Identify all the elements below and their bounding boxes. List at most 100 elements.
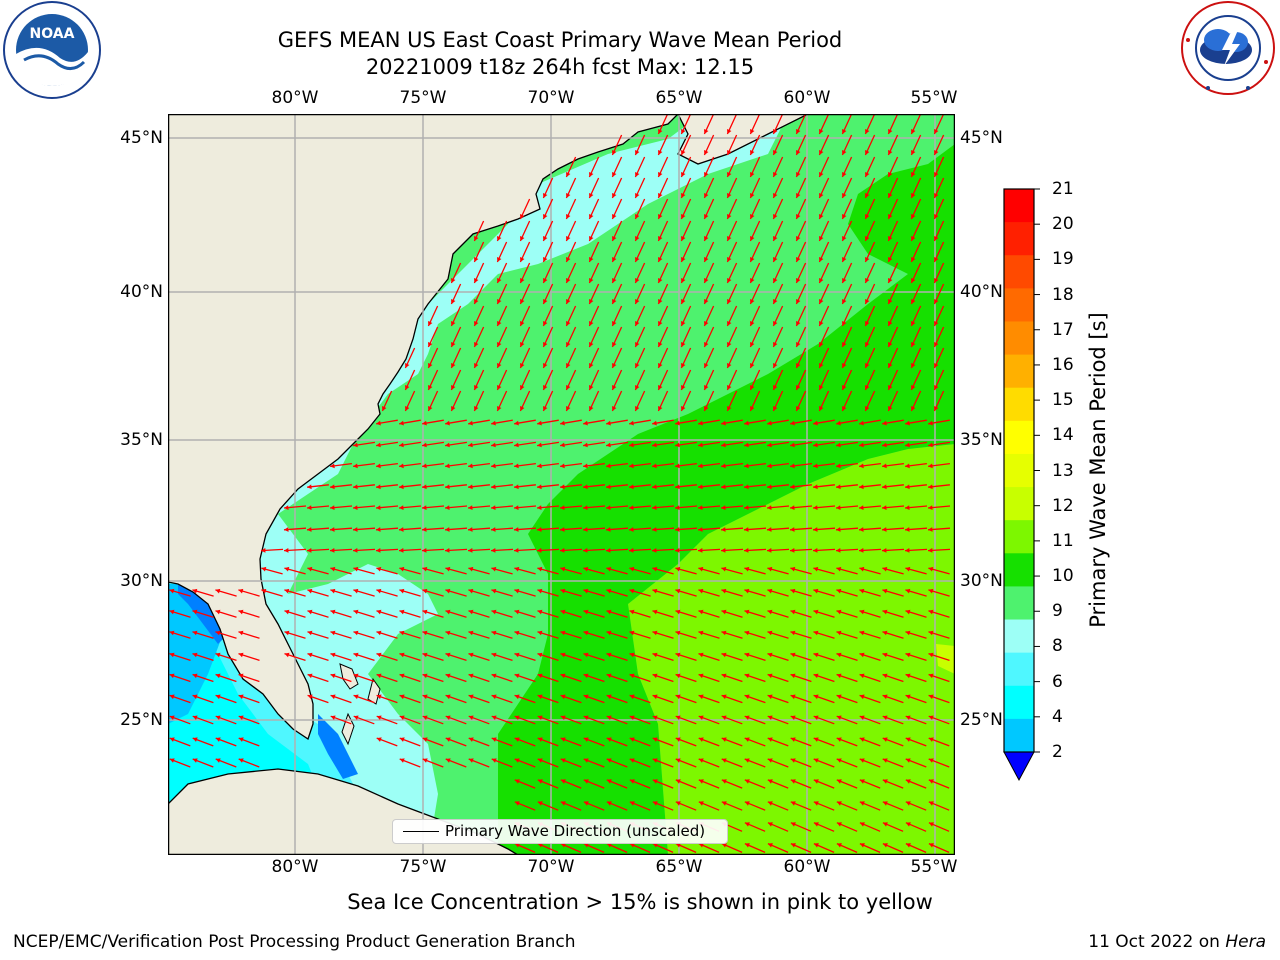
wave-direction-arrowhead bbox=[934, 257, 939, 262]
wave-direction-arrowhead bbox=[261, 588, 267, 594]
wave-direction-arrowhead bbox=[882, 420, 887, 426]
wave-direction-arrowhead bbox=[612, 150, 617, 155]
wave-direction-arrowhead bbox=[721, 463, 726, 469]
wave-direction-arrowhead bbox=[330, 673, 336, 679]
wave-direction-arrowhead bbox=[836, 588, 842, 594]
wave-direction-arrowhead bbox=[727, 172, 732, 177]
wave-direction-arrowhead bbox=[928, 548, 933, 553]
wave-direction-arrowhead bbox=[911, 363, 916, 368]
map-legend: Primary Wave Direction (unscaled) bbox=[392, 819, 728, 844]
wave-direction-arrowhead bbox=[451, 321, 456, 326]
colorbar-segment bbox=[1004, 487, 1034, 521]
wave-direction-arrowhead bbox=[727, 214, 732, 219]
legend-label: Primary Wave Direction (unscaled) bbox=[445, 822, 706, 840]
wave-direction-arrowhead bbox=[445, 673, 451, 679]
wave-direction-arrowhead bbox=[514, 737, 520, 742]
wave-direction-arrowhead bbox=[405, 363, 410, 368]
wave-direction-arrowhead bbox=[422, 505, 427, 510]
wave-direction-arrowhead bbox=[169, 609, 175, 615]
wave-direction-arrowhead bbox=[859, 420, 864, 426]
wave-direction-arrowhead bbox=[888, 172, 893, 177]
wave-direction-arrowhead bbox=[560, 609, 566, 615]
colorbar-segment bbox=[1004, 222, 1034, 256]
wave-direction-arrowhead bbox=[934, 406, 939, 411]
wave-direction-arrowhead bbox=[537, 420, 542, 426]
wave-direction-arrowhead bbox=[859, 779, 865, 784]
wave-direction-arrowhead bbox=[537, 548, 542, 553]
wave-direction-arrowhead bbox=[428, 342, 433, 347]
wave-direction-arrowhead bbox=[859, 442, 864, 448]
wave-direction-arrowhead bbox=[698, 737, 704, 742]
wave-direction-arrowhead bbox=[744, 779, 750, 784]
wave-direction-arrowhead bbox=[566, 321, 571, 326]
wave-direction-arrowhead bbox=[658, 172, 663, 177]
wave-direction-arrowhead bbox=[819, 236, 824, 241]
wave-direction-arrowhead bbox=[698, 484, 703, 490]
wave-direction-arrowhead bbox=[537, 630, 543, 636]
wave-direction-arrowhead bbox=[537, 527, 542, 532]
wave-direction-arrowhead bbox=[790, 673, 796, 679]
wave-direction-arrowhead bbox=[652, 463, 657, 469]
wave-direction-arrowhead bbox=[422, 715, 428, 720]
map-gridlines bbox=[168, 114, 955, 855]
wave-direction-arrowhead bbox=[215, 673, 221, 679]
wave-direction-arrowhead bbox=[583, 758, 589, 763]
wave-direction-arrowhead bbox=[750, 236, 755, 241]
wave-direction-arrowhead bbox=[865, 363, 870, 368]
wave-direction-arrowhead bbox=[698, 505, 703, 510]
wave-direction-arrowhead bbox=[750, 150, 755, 155]
wave-direction-arrowhead bbox=[750, 363, 755, 368]
wave-direction-arrowhead bbox=[307, 527, 312, 532]
wave-direction-arrowhead bbox=[566, 214, 571, 219]
colorbar-segment bbox=[1004, 387, 1034, 422]
wave-direction-arrowhead bbox=[721, 630, 727, 636]
wave-direction-arrowhead bbox=[589, 236, 594, 241]
wave-direction-arrowhead bbox=[629, 588, 635, 594]
wave-direction-arrowhead bbox=[537, 779, 543, 784]
wave-direction-arrowhead bbox=[773, 363, 778, 368]
wave-direction-arrowhead bbox=[629, 630, 635, 636]
wave-direction-arrowhead bbox=[589, 278, 594, 283]
wave-direction-arrowhead bbox=[928, 566, 934, 572]
wave-direction-arrowhead bbox=[560, 548, 565, 553]
wave-direction-arrowhead bbox=[888, 385, 893, 390]
wave-direction-arrowhead bbox=[928, 630, 934, 636]
wave-direction-arrowhead bbox=[905, 652, 911, 658]
wave-direction-arrowhead bbox=[376, 630, 382, 636]
wave-direction-arrowhead bbox=[905, 779, 911, 784]
wave-direction-arrowhead bbox=[284, 527, 289, 532]
wave-direction-arrowhead bbox=[859, 822, 865, 827]
wave-direction-arrowhead bbox=[675, 505, 680, 510]
wave-direction-arrowhead bbox=[836, 484, 841, 490]
wave-direction-arrowhead bbox=[491, 505, 496, 510]
wave-direction-arrowhead bbox=[911, 342, 916, 347]
wave-direction-arrowhead bbox=[698, 758, 704, 763]
wave-direction-arrowhead bbox=[836, 758, 842, 763]
colorbar-tick-label: 11 bbox=[1052, 530, 1074, 551]
lat-tick-left: 40°N bbox=[120, 282, 163, 302]
wave-direction-arrowhead bbox=[905, 484, 910, 490]
wave-direction-arrowhead bbox=[721, 548, 726, 553]
wave-direction-arrowhead bbox=[859, 758, 865, 763]
wave-direction-arrowhead bbox=[422, 609, 428, 615]
wave-direction-arrowhead bbox=[773, 193, 778, 198]
wave-direction-arrowhead bbox=[750, 278, 755, 283]
lon-tick-top: 80°W bbox=[271, 88, 319, 108]
wave-direction-arrowhead bbox=[238, 673, 244, 679]
wave-direction-arrowhead bbox=[635, 299, 640, 304]
wave-direction-arrowhead bbox=[629, 609, 635, 615]
wave-direction-arrowhead bbox=[629, 715, 635, 720]
wave-direction-arrowhead bbox=[566, 257, 571, 262]
colorbar-tick-label: 6 bbox=[1052, 671, 1063, 692]
wave-direction-arrowhead bbox=[491, 566, 497, 572]
wave-direction-arrowhead bbox=[767, 548, 772, 553]
wave-direction-arrowhead bbox=[560, 737, 566, 742]
wave-direction-arrowhead bbox=[698, 652, 704, 658]
wave-direction-arrowhead bbox=[537, 652, 543, 658]
wave-direction-arrowhead bbox=[192, 609, 198, 615]
wave-direction-arrowhead bbox=[606, 505, 611, 510]
wave-direction-arrowhead bbox=[376, 463, 381, 469]
wave-direction-arrowhead bbox=[376, 442, 381, 448]
wave-direction-arrowhead bbox=[675, 548, 680, 553]
wave-direction-arrowhead bbox=[635, 278, 640, 283]
